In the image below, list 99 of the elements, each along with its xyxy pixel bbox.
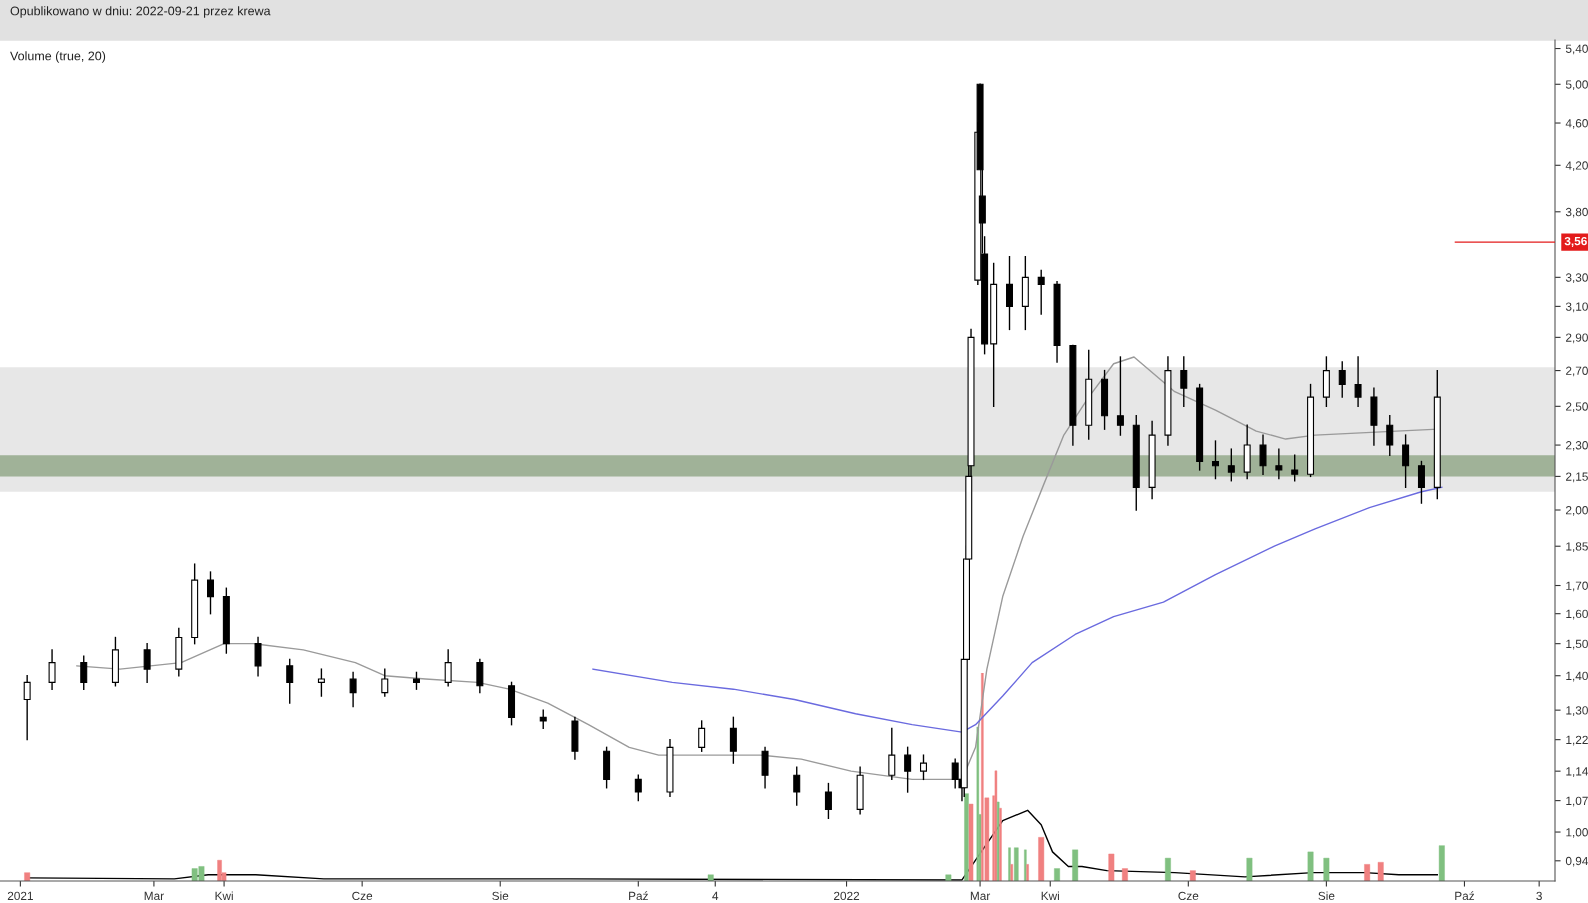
candlestick: [317, 668, 325, 697]
x-tick-label: 2022: [834, 891, 860, 901]
x-tick-label: 4: [712, 891, 719, 900]
y-tick-label: 2,50: [1566, 402, 1588, 413]
candlestick: [1211, 440, 1219, 480]
candlestick: [80, 655, 88, 690]
chart-title: Volume (true, 20): [10, 51, 106, 63]
y-tick-label: 1,22: [1566, 735, 1588, 746]
x-tick-label: Paź: [1455, 891, 1475, 901]
bar: [1122, 868, 1128, 881]
candlestick: [286, 658, 294, 704]
y-tick-label: 3,10: [1565, 302, 1588, 313]
candlestick: [1180, 356, 1188, 408]
candlestick: [729, 716, 737, 764]
candlestick: [1338, 361, 1346, 398]
bar: [1054, 868, 1060, 881]
y-tick-label: 1,60: [1566, 609, 1588, 620]
candlestick: [48, 649, 56, 690]
candlestick: [919, 754, 927, 781]
candlestick: [1417, 460, 1425, 504]
y-tick-label: 2,70: [1566, 366, 1588, 377]
x-tick-label: Mar: [144, 891, 164, 901]
bar: [1165, 857, 1171, 881]
bar: [1364, 864, 1371, 881]
candlestick: [824, 782, 832, 820]
y-tick-label: 5,00: [1565, 80, 1588, 91]
bar: [945, 874, 952, 881]
candlestick: [1037, 269, 1045, 315]
y-tick-label: 5,40: [1565, 44, 1588, 55]
bar: [1323, 857, 1330, 881]
candlestick: [904, 746, 912, 793]
candlestick: [143, 642, 151, 684]
y-tick-label: 1,40: [1566, 671, 1588, 682]
y-tick-label: 3,30: [1565, 273, 1588, 284]
y-tick-label: 2,00: [1566, 506, 1588, 516]
candlestick: [888, 727, 896, 781]
candlestick: [793, 766, 801, 806]
x-tick-label: Kwi: [1041, 891, 1059, 900]
y-tick-label: 1,14: [1566, 767, 1588, 777]
x-tick-label: Cze: [1178, 891, 1199, 901]
x-tick-label: Paź: [629, 891, 648, 901]
ref-line-label: 3,56: [1564, 236, 1587, 247]
line-series: [592, 486, 1443, 733]
candlestick: [1116, 356, 1124, 436]
candlestick: [23, 675, 31, 741]
y-tick-label: 1,50: [1566, 639, 1588, 650]
candlestick: [349, 671, 357, 708]
candlestick: [1227, 448, 1235, 482]
candlestick: [254, 636, 262, 677]
bar: [968, 803, 974, 881]
bar: [1438, 845, 1445, 881]
candlestick: [1354, 356, 1362, 408]
candlestick: [1006, 255, 1014, 331]
candlestick: [634, 774, 642, 802]
bar: [1038, 837, 1045, 881]
x-tick-label: 2021: [7, 891, 33, 901]
y-tick-label: 1,85: [1566, 542, 1588, 553]
x-tick-label: Sie: [492, 891, 509, 901]
y-tick-label: 1,07: [1566, 796, 1588, 807]
y-tick-label: 1,70: [1566, 581, 1588, 592]
bar: [994, 770, 998, 881]
y-tick-label: 4,60: [1565, 119, 1588, 129]
y-tick-label: 1,30: [1566, 706, 1588, 716]
bar: [976, 726, 980, 881]
bar: [1307, 851, 1314, 881]
y-tick-label: 2,30: [1566, 441, 1588, 451]
bar: [1014, 847, 1019, 881]
candlestick: [476, 658, 484, 694]
y-tick-label: 2,15: [1566, 472, 1588, 483]
x-tick-label: Cze: [352, 891, 373, 901]
y-tick-label: 1,00: [1566, 828, 1588, 838]
candlestick: [444, 649, 452, 687]
bar: [1246, 857, 1253, 881]
chart-title: Opublikowano w dniu: 2022-09-21 przez krewa: [10, 6, 271, 18]
candlestick: [1386, 415, 1394, 456]
bar: [1189, 870, 1196, 881]
candlestick: [539, 709, 547, 730]
y-tick-label: 2,90: [1566, 333, 1588, 344]
x-tick-label: 3: [1536, 891, 1542, 901]
y-tick-label: 0,94: [1565, 856, 1588, 867]
y-tick-label: 4,20: [1565, 161, 1588, 172]
candlestick: [381, 668, 389, 697]
bar: [707, 874, 714, 881]
candlestick: [1275, 448, 1283, 480]
bar: [1072, 849, 1079, 881]
bar: [24, 872, 31, 881]
candlestick: [698, 720, 706, 752]
candlestick: [207, 571, 214, 615]
bar: [1108, 853, 1115, 881]
x-tick-label: Mar: [970, 891, 991, 901]
x-tick-label: Kwi: [215, 891, 233, 900]
x-tick-label: Sie: [1318, 891, 1335, 901]
bar: [964, 793, 969, 881]
y-tick-label: 3,80: [1565, 207, 1588, 218]
candlestick: [951, 758, 959, 789]
candlestick: [1259, 434, 1267, 475]
candlestick: [1291, 454, 1299, 482]
bar: [1377, 862, 1384, 881]
candlestick: [1402, 434, 1410, 489]
